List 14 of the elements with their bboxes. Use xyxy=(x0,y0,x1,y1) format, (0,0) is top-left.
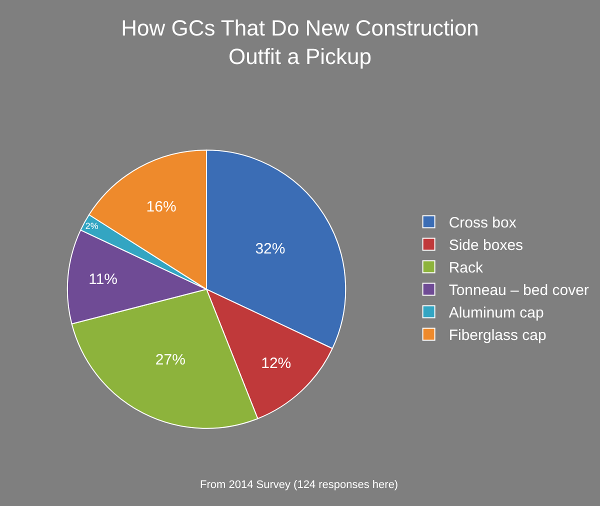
legend-label: Fiberglass cap xyxy=(448,327,546,344)
data-label: 2% xyxy=(85,220,98,231)
data-label: 32% xyxy=(255,240,286,258)
data-label: 12% xyxy=(261,354,292,372)
legend-label: Tonneau – bed cover xyxy=(448,282,589,300)
data-label: 16% xyxy=(146,198,176,216)
text: From 2014 Survey (124 responses here) xyxy=(200,479,398,491)
legend-label: Cross box xyxy=(448,214,517,232)
data-label: 11% xyxy=(88,271,118,288)
legend-label: Side boxes xyxy=(448,237,524,254)
data-label: 27% xyxy=(155,352,186,369)
legend-label: Rack xyxy=(448,260,484,277)
legend-label: Aluminum cap xyxy=(448,304,544,322)
chart-title: How GCs That Do New Construction Outfit a Pickup xyxy=(121,15,479,70)
